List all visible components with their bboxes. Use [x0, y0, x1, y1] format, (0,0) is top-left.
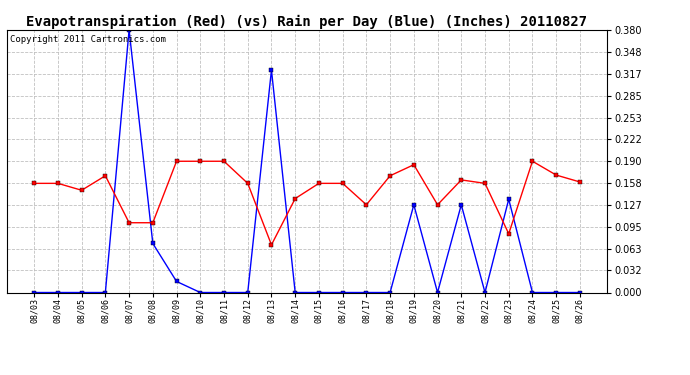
Text: Copyright 2011 Cartronics.com: Copyright 2011 Cartronics.com [10, 35, 166, 44]
Title: Evapotranspiration (Red) (vs) Rain per Day (Blue) (Inches) 20110827: Evapotranspiration (Red) (vs) Rain per D… [26, 15, 588, 29]
